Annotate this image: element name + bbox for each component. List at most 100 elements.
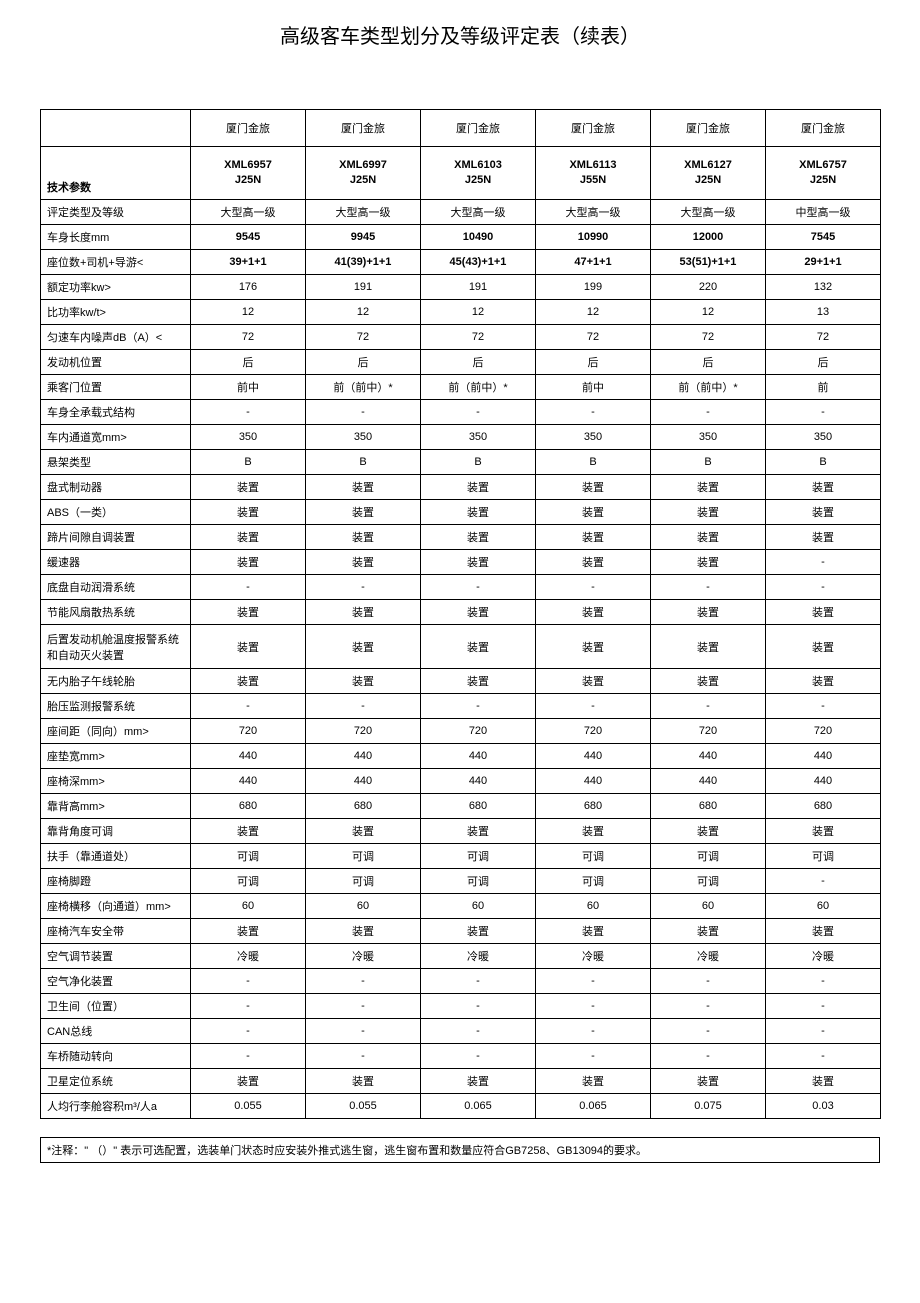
cell-value: 前中 bbox=[191, 375, 306, 400]
cell-value: 装置 bbox=[651, 1069, 766, 1094]
cell-value: 可调 bbox=[306, 869, 421, 894]
cell-value: - bbox=[536, 694, 651, 719]
row-label: 座椅脚蹬 bbox=[41, 869, 191, 894]
cell-value: - bbox=[191, 994, 306, 1019]
row-label: 靠背角度可调 bbox=[41, 819, 191, 844]
cell-value: 大型高一级 bbox=[306, 200, 421, 225]
cell-value: 装置 bbox=[766, 500, 881, 525]
cell-value: 可调 bbox=[421, 869, 536, 894]
cell-value: 装置 bbox=[306, 919, 421, 944]
cell-value: - bbox=[306, 575, 421, 600]
cell-value: 装置 bbox=[191, 669, 306, 694]
row-label: 空气净化装置 bbox=[41, 969, 191, 994]
cell-value: 装置 bbox=[306, 475, 421, 500]
model-cell: XML6997J25N bbox=[306, 147, 421, 200]
cell-value: - bbox=[191, 1044, 306, 1069]
cell-value: 440 bbox=[421, 744, 536, 769]
cell-value: 60 bbox=[421, 894, 536, 919]
cell-value: 装置 bbox=[766, 669, 881, 694]
cell-value: 装置 bbox=[191, 919, 306, 944]
model-line2: J25N bbox=[310, 173, 416, 188]
cell-value: B bbox=[651, 450, 766, 475]
row-label: 靠背高mm> bbox=[41, 794, 191, 819]
row-label: 车内通道宽mm> bbox=[41, 425, 191, 450]
cell-value: 前（前中）* bbox=[306, 375, 421, 400]
brand-cell: 厦门金旅 bbox=[651, 110, 766, 147]
model-line1: XML6127 bbox=[655, 158, 761, 173]
cell-value: 可调 bbox=[766, 844, 881, 869]
cell-value: 装置 bbox=[536, 475, 651, 500]
cell-value: 可调 bbox=[191, 844, 306, 869]
model-line1: XML6757 bbox=[770, 158, 876, 173]
cell-value: - bbox=[651, 994, 766, 1019]
cell-value: 装置 bbox=[191, 475, 306, 500]
cell-value: 440 bbox=[766, 744, 881, 769]
model-line2: J25N bbox=[425, 173, 531, 188]
cell-value: - bbox=[306, 694, 421, 719]
cell-value: 440 bbox=[651, 769, 766, 794]
cell-value: 装置 bbox=[536, 919, 651, 944]
cell-value: 199 bbox=[536, 275, 651, 300]
cell-value: 装置 bbox=[421, 669, 536, 694]
cell-value: - bbox=[651, 575, 766, 600]
cell-value: B bbox=[536, 450, 651, 475]
cell-value: 装置 bbox=[536, 500, 651, 525]
cell-value: B bbox=[306, 450, 421, 475]
cell-value: 冷暖 bbox=[536, 944, 651, 969]
cell-value: - bbox=[421, 1019, 536, 1044]
cell-value: - bbox=[191, 400, 306, 425]
cell-value: - bbox=[536, 1019, 651, 1044]
row-label: 座椅横移（向通道）mm> bbox=[41, 894, 191, 919]
cell-value: 装置 bbox=[766, 625, 881, 669]
cell-value: 72 bbox=[766, 325, 881, 350]
page-title: 高级客车类型划分及等级评定表（续表） bbox=[40, 20, 880, 49]
cell-value: - bbox=[191, 694, 306, 719]
cell-value: 装置 bbox=[651, 525, 766, 550]
cell-value: 13 bbox=[766, 300, 881, 325]
cell-value: 装置 bbox=[421, 500, 536, 525]
cell-value: 60 bbox=[536, 894, 651, 919]
cell-value: 装置 bbox=[191, 819, 306, 844]
cell-value: 12000 bbox=[651, 225, 766, 250]
cell-value: 后 bbox=[536, 350, 651, 375]
cell-value: 冷暖 bbox=[191, 944, 306, 969]
cell-value: 72 bbox=[421, 325, 536, 350]
cell-value: 装置 bbox=[766, 600, 881, 625]
cell-value: 440 bbox=[191, 744, 306, 769]
row-label: 座位数+司机+导游< bbox=[41, 250, 191, 275]
cell-value: 720 bbox=[766, 719, 881, 744]
cell-value: 可调 bbox=[306, 844, 421, 869]
row-label: ABS（一类） bbox=[41, 500, 191, 525]
cell-value: 装置 bbox=[306, 819, 421, 844]
footnote: *注释：" （）" 表示可选配置，选装单门状态时应安装外推式逃生窗，逃生窗布置和… bbox=[40, 1137, 880, 1163]
cell-value: 装置 bbox=[651, 919, 766, 944]
cell-value: 440 bbox=[651, 744, 766, 769]
cell-value: - bbox=[306, 1019, 421, 1044]
cell-value: 可调 bbox=[191, 869, 306, 894]
row-label: 无内胎子午线轮胎 bbox=[41, 669, 191, 694]
cell-value: - bbox=[191, 575, 306, 600]
cell-value: 装置 bbox=[421, 550, 536, 575]
cell-value: - bbox=[651, 969, 766, 994]
cell-value: 350 bbox=[306, 425, 421, 450]
cell-value: 装置 bbox=[191, 1069, 306, 1094]
cell-value: - bbox=[651, 400, 766, 425]
cell-value: 后 bbox=[421, 350, 536, 375]
cell-value: 可调 bbox=[651, 844, 766, 869]
cell-value: 大型高一级 bbox=[536, 200, 651, 225]
cell-value: - bbox=[191, 969, 306, 994]
row-label: 乘客门位置 bbox=[41, 375, 191, 400]
row-label: 悬架类型 bbox=[41, 450, 191, 475]
row-label: 空气调节装置 bbox=[41, 944, 191, 969]
cell-value: - bbox=[766, 869, 881, 894]
cell-value: 350 bbox=[766, 425, 881, 450]
cell-value: 装置 bbox=[536, 625, 651, 669]
cell-value: 冷暖 bbox=[766, 944, 881, 969]
cell-value: 720 bbox=[191, 719, 306, 744]
cell-value: 装置 bbox=[651, 600, 766, 625]
cell-value: 29+1+1 bbox=[766, 250, 881, 275]
cell-value: - bbox=[651, 1019, 766, 1044]
cell-value: - bbox=[536, 969, 651, 994]
cell-value: 0.03 bbox=[766, 1094, 881, 1119]
cell-value: - bbox=[766, 694, 881, 719]
